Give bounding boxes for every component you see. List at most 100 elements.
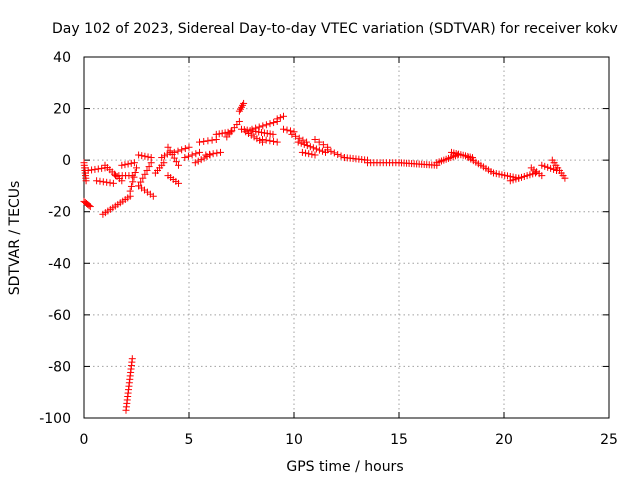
x-tick-label: 25 [600, 432, 618, 448]
data-point [550, 165, 558, 173]
data-point [185, 143, 193, 151]
data-point [192, 150, 200, 158]
data-point [270, 119, 278, 127]
data-point [311, 151, 319, 159]
x-tick-label: 20 [495, 432, 513, 448]
y-tick-label: -20 [48, 205, 71, 221]
data-point [126, 187, 134, 195]
data-point [127, 182, 135, 190]
data-point [124, 160, 132, 168]
data-point [99, 178, 107, 186]
data-point [147, 154, 155, 162]
data-point [276, 114, 284, 122]
data-point [191, 159, 199, 167]
data-point [130, 173, 138, 181]
data-point [178, 146, 186, 154]
data-point [297, 139, 305, 147]
data-point [269, 130, 277, 138]
data-point [209, 150, 217, 158]
y-tick-label: 40 [53, 50, 71, 66]
y-tick-label: -40 [48, 256, 71, 272]
data-point [235, 117, 243, 125]
data-point [292, 132, 300, 140]
data-point [106, 179, 114, 187]
data-point [337, 152, 345, 160]
data-point [300, 140, 308, 148]
data-point [141, 152, 149, 160]
x-tick-label: 15 [390, 432, 408, 448]
data-point [130, 159, 138, 167]
data-point [319, 141, 327, 149]
y-tick-label: -100 [39, 411, 71, 427]
data-point [170, 148, 178, 156]
data-point [145, 163, 153, 171]
x-axis-title: GPS time / hours [286, 459, 403, 475]
data-point [538, 172, 546, 180]
data-point [188, 151, 196, 159]
data-point [262, 136, 270, 144]
data-point [149, 192, 157, 200]
data-point [273, 138, 281, 146]
data-point [160, 159, 168, 167]
data-point [143, 166, 151, 174]
data-point [121, 161, 129, 169]
data-point [109, 179, 117, 187]
data-point [197, 156, 205, 164]
data-point [318, 147, 326, 155]
data-point [96, 177, 104, 185]
data-point [266, 137, 274, 145]
data-point [262, 121, 270, 129]
data-point [213, 149, 221, 157]
data-point [88, 166, 96, 174]
data-point [270, 137, 278, 145]
data-point [248, 125, 256, 133]
data-point [85, 202, 93, 210]
data-point [324, 146, 332, 154]
data-point [118, 161, 126, 169]
data-point [175, 179, 182, 187]
data-point [144, 153, 152, 161]
data-point [208, 136, 216, 144]
data-point [308, 150, 316, 158]
data-point [212, 130, 220, 138]
data-point [194, 157, 202, 165]
x-tick-label: 5 [185, 432, 194, 448]
chart-title: Day 102 of 2023, Sidereal Day-to-day VTE… [52, 21, 618, 37]
data-point [84, 166, 92, 174]
data-point [305, 150, 313, 158]
data-point [280, 125, 287, 133]
data-point [94, 165, 102, 173]
data-point [91, 165, 99, 173]
data-point [259, 136, 266, 144]
y-tick-label: -60 [48, 308, 71, 324]
data-point [298, 148, 306, 156]
data-point [135, 151, 143, 159]
data-point [532, 169, 539, 177]
data-point [280, 112, 287, 120]
plot-frame [83, 56, 610, 419]
data-point [181, 154, 189, 162]
data-point [224, 128, 232, 136]
data-point [327, 147, 335, 155]
data-point [240, 99, 248, 107]
data-point [217, 148, 224, 156]
data-point [283, 126, 291, 134]
x-tick-label: 0 [80, 432, 89, 448]
data-point [204, 137, 212, 145]
data-point [295, 134, 303, 142]
data-point [547, 164, 555, 172]
data-point [538, 161, 546, 169]
data-point [172, 158, 180, 166]
data-point [137, 178, 145, 186]
data-point [259, 122, 267, 130]
data-point [205, 150, 213, 158]
data-point [544, 163, 552, 171]
data-point [273, 115, 281, 123]
data-point [86, 203, 94, 211]
data-point [129, 178, 137, 186]
ticks-layer: 0 5 10 15 20 25 -100 -80 -60 -40 -20 0 20 40 [39, 50, 618, 448]
data-point [215, 130, 223, 138]
data-point [174, 147, 182, 155]
data-point [103, 178, 111, 186]
data-point [93, 177, 101, 185]
